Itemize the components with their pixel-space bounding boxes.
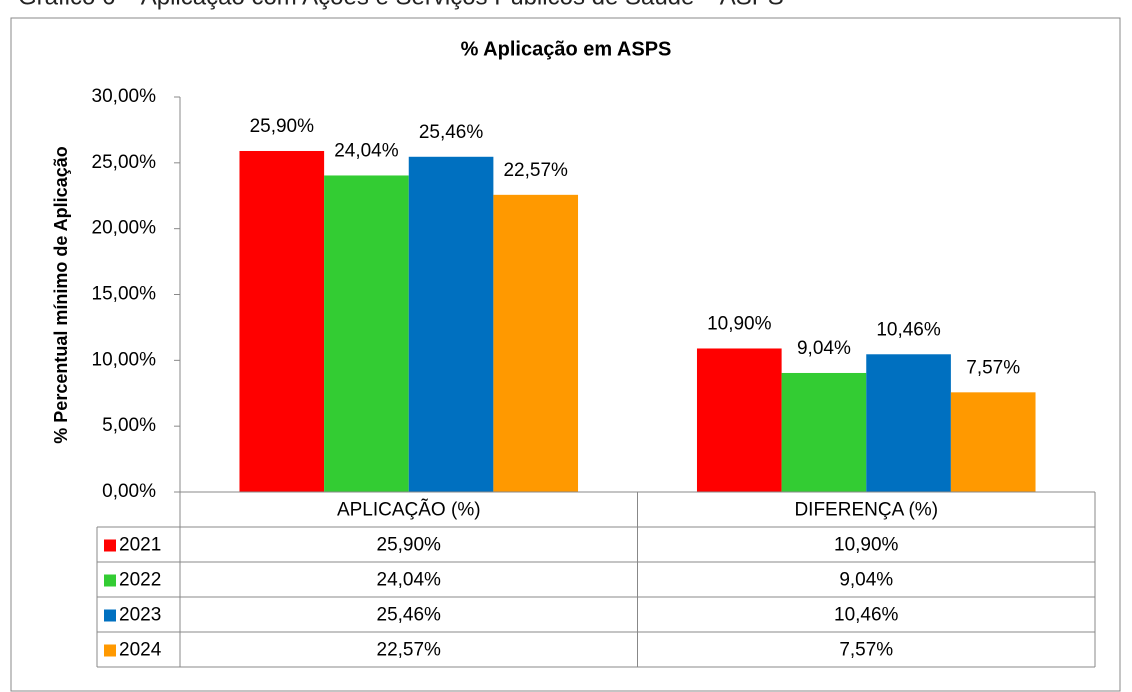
table-cell: 25,46% [377, 605, 442, 626]
table-cell: 24,04% [377, 570, 442, 591]
page-heading: Gráfico 6 – Aplicação com Ações e Serviç… [18, 0, 784, 10]
bar [408, 156, 494, 492]
legend-swatch [104, 574, 116, 587]
legend-label: 2024 [119, 640, 162, 661]
y-tick-label: 5,00% [102, 415, 156, 436]
data-label: 24,04% [334, 140, 399, 161]
table-cell: 10,90% [834, 535, 899, 556]
bar [950, 392, 1036, 492]
y-axis-label: % Percentual mínimo de Aplicação [51, 146, 71, 443]
data-label: 9,04% [797, 338, 851, 359]
table-cell: 9,04% [839, 570, 893, 591]
bar [866, 354, 951, 492]
data-label: 22,57% [503, 160, 568, 181]
data-label: 10,90% [707, 313, 772, 334]
table-cell: 7,57% [839, 640, 893, 661]
chart-title: % Aplicação em ASPS [461, 38, 672, 60]
y-tick-label: 30,00% [92, 86, 157, 107]
data-label: 25,90% [250, 116, 315, 137]
legend-label: 2023 [119, 605, 161, 626]
legend-label: 2021 [119, 535, 161, 556]
table-cell: 10,46% [834, 605, 899, 626]
data-label: 7,57% [966, 357, 1020, 378]
data-label: 25,46% [419, 122, 484, 143]
table-cell: 22,57% [377, 640, 442, 661]
x-tick-label: APLICAÇÃO (%) [337, 499, 481, 521]
table-cell: 25,90% [377, 535, 442, 556]
bar [324, 175, 409, 492]
y-tick-label: 20,00% [92, 218, 157, 239]
legend-swatch [104, 644, 116, 657]
legend-swatch [104, 609, 116, 622]
bar [239, 150, 325, 492]
y-tick-label: 10,00% [92, 349, 157, 370]
bar [696, 348, 782, 492]
legend-label: 2022 [119, 570, 161, 591]
y-tick-label: 0,00% [102, 481, 156, 502]
y-tick-label: 25,00% [92, 152, 157, 173]
bar [493, 194, 579, 492]
legend-swatch [104, 539, 116, 552]
y-tick-label: 15,00% [92, 284, 157, 305]
bar [781, 372, 867, 492]
chart-border [10, 17, 1121, 692]
x-tick-label: DIFERENÇA (%) [794, 500, 938, 521]
data-label: 10,46% [876, 319, 941, 340]
